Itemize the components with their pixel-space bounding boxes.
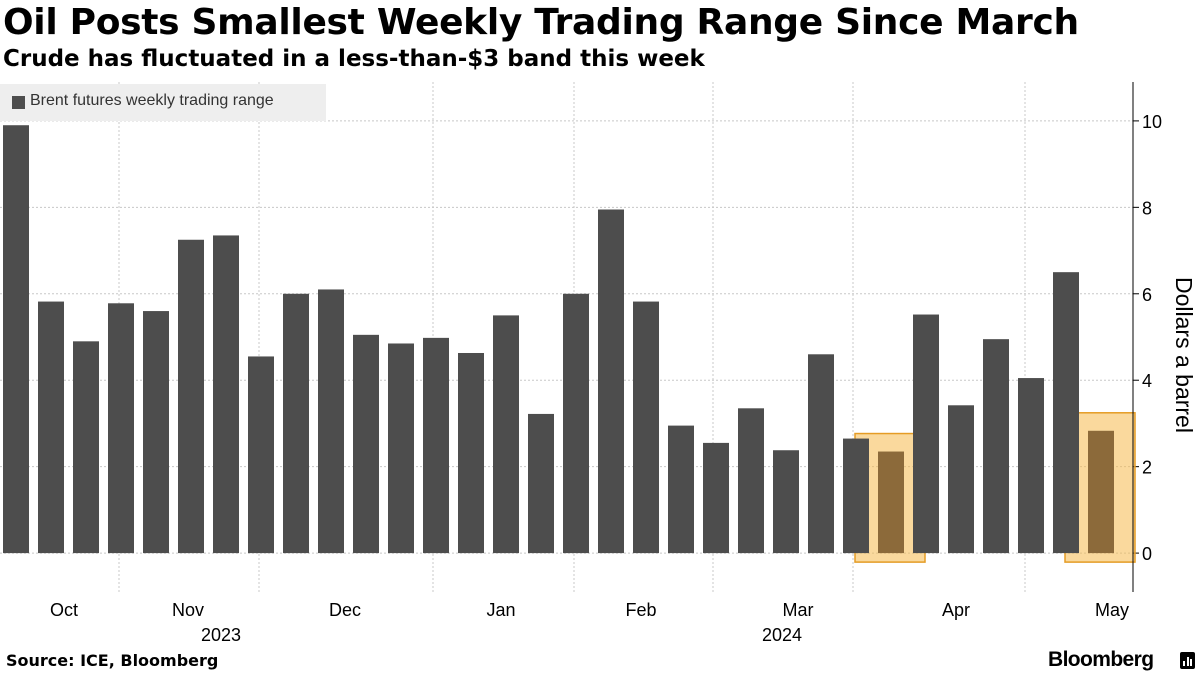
source-note: Source: ICE, Bloomberg <box>6 651 219 670</box>
bar <box>73 341 99 554</box>
bar <box>283 293 309 554</box>
bloomberg-chart-icon <box>1180 652 1195 669</box>
bar <box>598 209 624 554</box>
bar <box>108 303 134 554</box>
bar <box>493 315 519 554</box>
x-month-label: Dec <box>329 600 361 620</box>
legend <box>0 84 326 121</box>
legend-label: Brent futures weekly trading range <box>30 92 274 109</box>
x-month-label: Mar <box>783 600 814 620</box>
chart-subtitle: Crude has fluctuated in a less-than-$3 b… <box>3 46 705 72</box>
bar <box>668 425 694 554</box>
x-month-label: Jan <box>486 600 515 620</box>
bar <box>143 311 169 554</box>
y-tick-label: 4 <box>1142 371 1152 391</box>
bar <box>353 334 379 554</box>
x-month-label: Feb <box>625 600 656 620</box>
bar <box>38 301 64 554</box>
y-tick-label: 0 <box>1142 544 1152 564</box>
chart-title: Oil Posts Smallest Weekly Trading Range … <box>3 2 1079 43</box>
x-year-label: 2024 <box>762 625 802 645</box>
bar <box>3 125 29 554</box>
bar <box>843 438 869 554</box>
x-month-label: Apr <box>942 600 970 620</box>
bar <box>633 301 659 554</box>
bar <box>318 289 344 554</box>
y-tick-label: 10 <box>1142 112 1162 132</box>
bar <box>423 337 449 554</box>
bar <box>248 356 274 554</box>
y-tick-label: 8 <box>1142 198 1152 218</box>
y-axis-title: Dollars a barrel <box>1171 277 1197 433</box>
y-tick-label: 6 <box>1142 285 1152 305</box>
x-year-label: 2023 <box>201 625 241 645</box>
bar <box>528 413 554 554</box>
x-month-label: Oct <box>50 600 78 620</box>
bar <box>913 314 939 554</box>
x-month-label: May <box>1095 600 1129 620</box>
bar <box>1018 378 1044 554</box>
highlighted-bar <box>1088 430 1114 554</box>
bar <box>773 450 799 554</box>
bar <box>178 239 204 554</box>
bar <box>948 405 974 554</box>
bar <box>983 339 1009 554</box>
bar <box>563 293 589 554</box>
bar <box>738 408 764 554</box>
y-tick-label: 2 <box>1142 458 1152 478</box>
bar <box>458 352 484 554</box>
bar <box>808 354 834 554</box>
bar <box>703 442 729 554</box>
x-month-label: Nov <box>172 600 204 620</box>
legend-swatch <box>12 96 25 109</box>
bar <box>213 235 239 554</box>
highlighted-bar <box>878 451 904 554</box>
bar <box>1053 272 1079 554</box>
bloomberg-logo: Bloomberg <box>1048 648 1154 671</box>
bar <box>388 343 414 554</box>
